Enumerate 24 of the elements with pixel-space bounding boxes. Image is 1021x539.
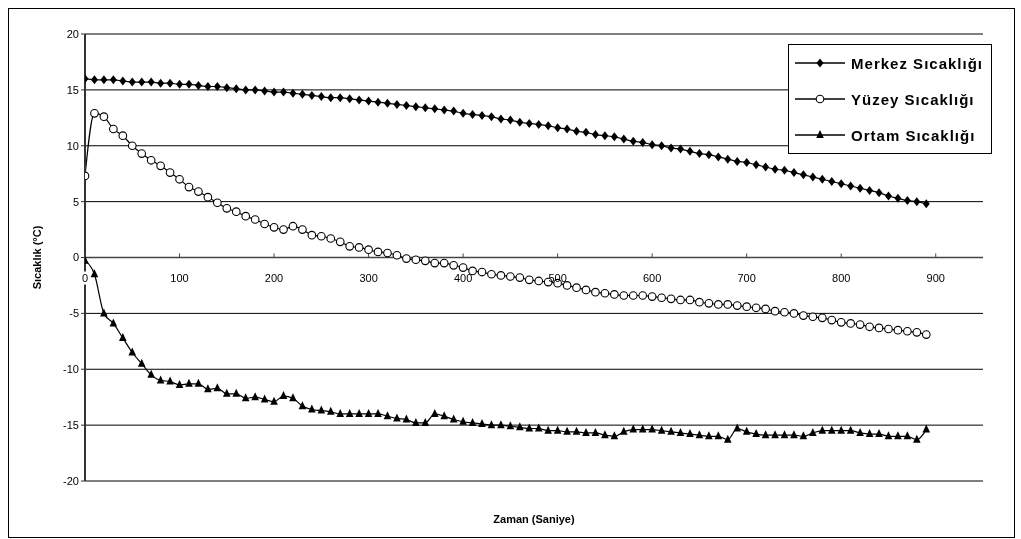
x-tick-label: 900 <box>926 271 945 284</box>
x-axis-title: Zaman (Saniye) <box>493 513 575 525</box>
y-tick-label: 0 <box>72 251 79 264</box>
x-tick-label: 0 <box>81 271 89 284</box>
y-tick-label: -15 <box>63 419 79 432</box>
y-tick-label: -20 <box>63 474 79 487</box>
y-tick-label: 10 <box>66 139 79 152</box>
x-tick-label: 600 <box>642 271 662 284</box>
x-tick-label: 700 <box>737 271 756 284</box>
x-tick-label: 400 <box>453 271 473 284</box>
x-tick-label: 500 <box>548 271 567 284</box>
legend-label: Ortam Sıcaklığı <box>851 126 976 144</box>
y-tick-label: 20 <box>66 27 79 40</box>
x-tick-label: 300 <box>359 271 378 284</box>
legend-label: Yüzey Sıcaklığı <box>851 90 975 108</box>
legend-label: Merkez Sıcaklığı <box>851 54 983 72</box>
y-tick-label: 15 <box>66 83 79 96</box>
x-tick-label: 800 <box>832 271 851 284</box>
x-tick-label: 100 <box>170 271 189 284</box>
y-tick-label: -5 <box>69 307 79 320</box>
x-tick-label: 200 <box>264 271 284 284</box>
y-axis-title: Sıcaklık (°C) <box>30 225 43 290</box>
y-tick-label: -10 <box>63 363 79 376</box>
y-tick-label: 5 <box>72 195 79 208</box>
